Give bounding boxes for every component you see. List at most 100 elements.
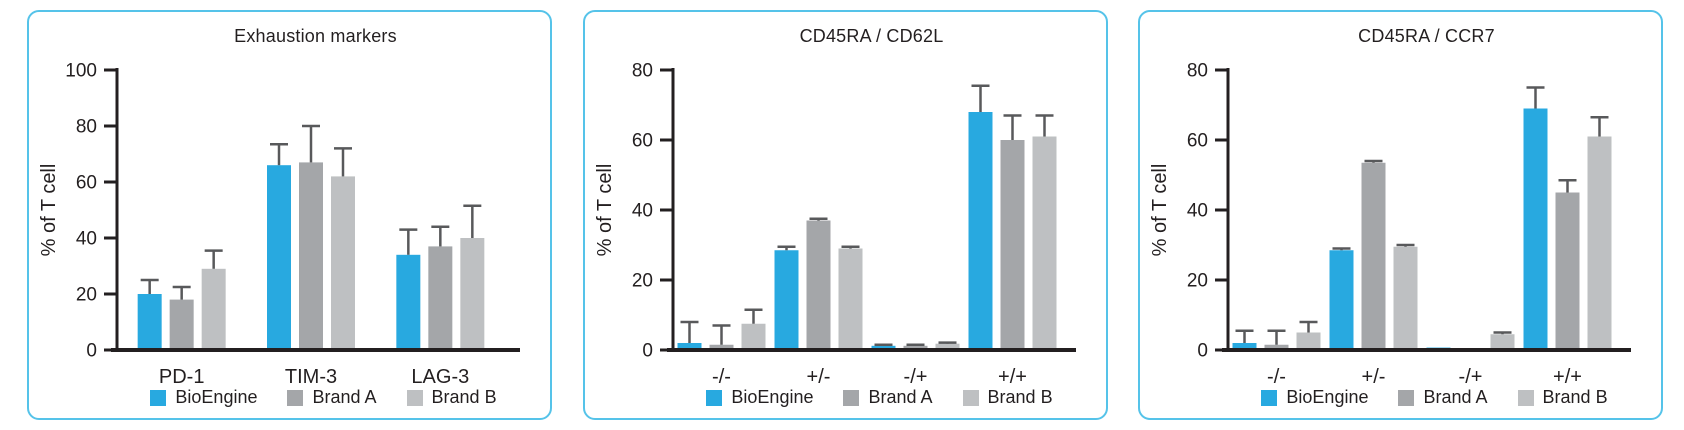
legend-label: Brand B (987, 387, 1053, 407)
chart-legend: BioEngine Brand A Brand B (113, 387, 534, 408)
bar (968, 112, 993, 350)
y-tick-label: 20 (632, 271, 653, 292)
y-tick-label: 0 (642, 341, 653, 362)
bar (460, 238, 485, 350)
bar (806, 220, 831, 350)
bar (871, 345, 896, 350)
bar (774, 250, 799, 350)
x-category-label: +/- (807, 366, 831, 387)
legend-item: BioEngine (150, 387, 257, 408)
legend-item: BioEngine (706, 387, 813, 408)
x-category-label: +/+ (1553, 366, 1582, 387)
bar (1393, 246, 1418, 350)
legend-label: BioEngine (1286, 387, 1369, 407)
legend-label: Brand A (868, 387, 933, 407)
legend-item: Brand A (843, 387, 933, 408)
legend-swatch-icon (1398, 389, 1415, 406)
bar (1296, 332, 1321, 350)
legend-swatch-icon (1517, 389, 1534, 406)
legend-item: Brand A (287, 387, 377, 408)
bar (1000, 140, 1025, 350)
x-category-label: LAG-3 (411, 366, 469, 387)
bar (267, 165, 291, 350)
y-tick-label: 100 (65, 61, 97, 82)
legend-label: BioEngine (175, 387, 258, 407)
bar-chart: % of T cell 0 20 40 60 80 -/- +/- -/+ +/+ (1149, 61, 1631, 387)
y-tick-label: 60 (1187, 131, 1208, 152)
y-axis-label: % of T cell (38, 164, 60, 257)
panel-cd45ra-cd62l: CD45RA / CD62L % of T cell 0 20 40 60 80 -/- +/… (583, 10, 1108, 420)
bar (838, 248, 863, 350)
x-category-label: TIM-3 (285, 366, 337, 387)
bar (299, 162, 323, 350)
legend-swatch-icon (150, 389, 167, 406)
bar (1587, 136, 1612, 350)
bar (396, 254, 421, 350)
legend-item: BioEngine (1261, 387, 1368, 408)
y-tick-label: 20 (76, 285, 97, 306)
y-axis-label: % of T cell (1149, 164, 1171, 257)
legend-label: Brand A (312, 387, 377, 407)
bar (709, 344, 734, 350)
legend-swatch-icon (962, 389, 979, 406)
legend-swatch-icon (706, 389, 723, 406)
x-category-label: -/+ (1459, 366, 1483, 387)
x-category-label: +/+ (998, 366, 1027, 387)
bar (1361, 162, 1386, 350)
panel-exhaustion-markers: Exhaustion markers % of T cell 0 20 40 60 80 1… (27, 10, 552, 420)
y-tick-label: 20 (1187, 271, 1208, 292)
legend-swatch-icon (287, 389, 304, 406)
bar (1032, 136, 1057, 350)
chart-title: Exhaustion markers (234, 26, 397, 46)
x-category-label: -/- (712, 366, 731, 387)
legend-label: Brand A (1423, 387, 1488, 407)
y-axis-label: % of T cell (594, 164, 616, 257)
y-tick-label: 40 (76, 229, 97, 250)
y-tick-label: 60 (76, 173, 97, 194)
bar (903, 345, 928, 350)
bar (677, 343, 702, 350)
legend-swatch-icon (843, 389, 860, 406)
bar (169, 299, 194, 350)
legend-label: Brand B (431, 387, 497, 407)
y-tick-label: 40 (1187, 201, 1208, 222)
legend-label: Brand B (1542, 387, 1608, 407)
legend-label: BioEngine (731, 387, 814, 407)
bar (201, 268, 226, 350)
chart-title: CD45RA / CD62L (799, 26, 944, 46)
chart-legend: BioEngine Brand A Brand B (669, 387, 1090, 408)
chart-title: CD45RA / CCR7 (1358, 26, 1495, 46)
bar (1523, 108, 1548, 350)
y-tick-label: 80 (632, 61, 653, 82)
bar (1490, 334, 1515, 350)
bar (741, 323, 766, 350)
bar-chart: % of T cell 0 20 40 60 80 100 PD-1 TIM-3 LAG-3 (38, 61, 520, 387)
panel-cd45ra-ccr7: CD45RA / CCR7 % of T cell 0 20 40 60 80 -/- +/-… (1138, 10, 1663, 420)
legend-swatch-icon (1261, 389, 1278, 406)
bar (428, 246, 453, 350)
legend-item: Brand B (962, 387, 1053, 408)
legend-swatch-icon (406, 389, 423, 406)
bar (137, 294, 162, 350)
x-category-label: -/- (1267, 366, 1286, 387)
y-tick-label: 40 (632, 201, 653, 222)
y-tick-label: 80 (1187, 61, 1208, 82)
bar (1232, 343, 1257, 350)
y-tick-label: 0 (1197, 341, 1208, 362)
chart-legend: BioEngine Brand A Brand B (1224, 387, 1645, 408)
legend-item: Brand B (1517, 387, 1608, 408)
y-tick-label: 80 (76, 117, 97, 138)
legend-item: Brand B (406, 387, 497, 408)
x-category-label: PD-1 (159, 366, 205, 387)
x-category-label: -/+ (904, 366, 928, 387)
legend-item: Brand A (1398, 387, 1488, 408)
bar-chart: % of T cell 0 20 40 60 80 -/- +/- -/+ +/+ (594, 61, 1076, 387)
bar (331, 176, 355, 350)
x-category-label: +/- (1362, 366, 1386, 387)
bar (1264, 344, 1289, 350)
y-tick-label: 0 (86, 341, 97, 362)
bar (935, 343, 960, 350)
y-tick-label: 60 (632, 131, 653, 152)
bar (1329, 250, 1354, 350)
